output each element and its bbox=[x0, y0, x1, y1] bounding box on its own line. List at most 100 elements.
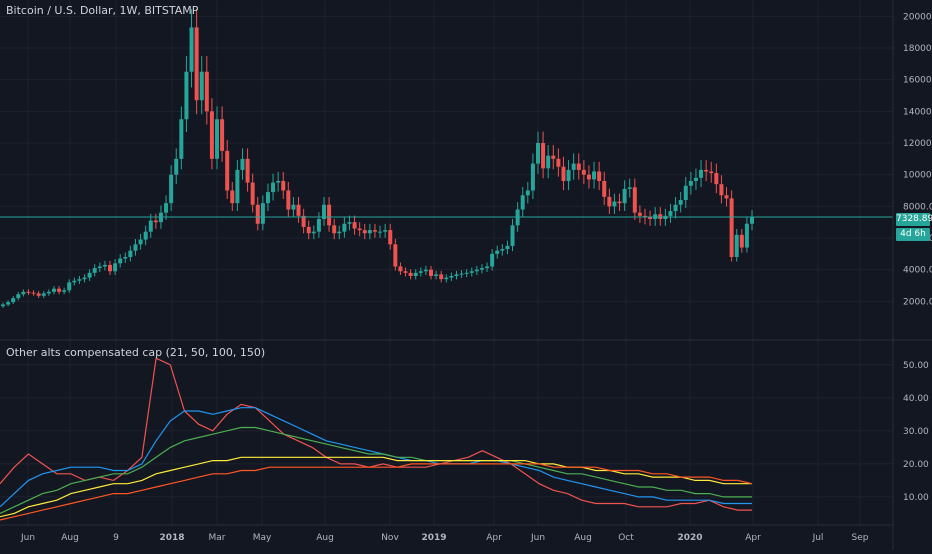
time-axis-label: Aug bbox=[574, 533, 592, 543]
time-axis-label: Aug bbox=[316, 533, 334, 543]
candle-body bbox=[271, 182, 276, 193]
candle-body bbox=[602, 181, 607, 197]
candle-body bbox=[108, 264, 112, 272]
candle-body bbox=[82, 277, 87, 280]
indicator-axis-label: 50.00 bbox=[903, 361, 929, 371]
candle-body bbox=[189, 27, 194, 72]
candle-body bbox=[164, 203, 169, 213]
candle-body bbox=[383, 230, 388, 232]
candle-body bbox=[92, 268, 97, 273]
candle-body bbox=[668, 211, 673, 216]
candle-body bbox=[495, 250, 500, 254]
time-axis-label: Nov bbox=[381, 533, 399, 543]
price-axis-label: 16000.00 bbox=[903, 76, 932, 86]
candle-body bbox=[744, 223, 749, 248]
candle-body bbox=[750, 216, 754, 224]
candle-body bbox=[546, 155, 551, 169]
candle-body bbox=[637, 212, 642, 216]
candle-body bbox=[474, 269, 479, 272]
candle-body bbox=[454, 274, 459, 276]
candle-body bbox=[342, 223, 347, 232]
candle-body bbox=[581, 169, 586, 175]
candle-body bbox=[347, 222, 352, 224]
candle-body bbox=[490, 253, 495, 267]
price-axis-label: 18000.00 bbox=[903, 44, 932, 54]
candle-body bbox=[709, 171, 714, 174]
candle-body bbox=[678, 200, 683, 205]
candle-body bbox=[169, 174, 174, 204]
price-axis-label: 10000.00 bbox=[903, 171, 932, 181]
candle-body bbox=[128, 250, 133, 257]
symbol-title[interactable]: Bitcoin / U.S. Dollar, 1W, BITSTAMP bbox=[6, 4, 199, 17]
candle-body bbox=[87, 272, 92, 278]
candle-body bbox=[607, 196, 612, 207]
candle-body bbox=[306, 226, 311, 234]
candle-body bbox=[724, 195, 729, 199]
candle-body bbox=[194, 27, 199, 101]
candle-body bbox=[153, 220, 158, 223]
candle-body bbox=[276, 181, 281, 183]
candle-body bbox=[413, 272, 418, 276]
candle-body bbox=[57, 288, 62, 292]
candle-body bbox=[627, 187, 632, 189]
candle-body bbox=[1, 304, 5, 307]
candle-body bbox=[327, 204, 332, 226]
candle-body bbox=[648, 217, 653, 219]
time-axis-label: Apr bbox=[745, 533, 761, 543]
candle-body bbox=[77, 279, 82, 281]
candle-body bbox=[418, 271, 423, 273]
candle-body bbox=[571, 163, 576, 170]
candle-body bbox=[316, 219, 321, 232]
candle-body bbox=[688, 181, 693, 186]
candle-body bbox=[505, 245, 510, 250]
time-axis-label: Jul bbox=[812, 533, 824, 543]
price-axis-label: 14000.00 bbox=[903, 107, 932, 117]
candle-body bbox=[403, 271, 408, 273]
candle-body bbox=[510, 225, 515, 246]
candle-body bbox=[551, 155, 556, 159]
candle-body bbox=[612, 201, 617, 207]
candle-body bbox=[622, 188, 627, 204]
candle-body bbox=[286, 190, 291, 210]
candle-body bbox=[209, 111, 214, 159]
grid-lines bbox=[0, 0, 893, 525]
candle-body bbox=[398, 266, 403, 272]
candle-body bbox=[6, 302, 11, 305]
candle-body bbox=[179, 119, 184, 159]
candle-body bbox=[699, 169, 704, 178]
indicator-axis-label: 40.00 bbox=[903, 394, 929, 404]
candle-body bbox=[429, 269, 433, 276]
candle-body bbox=[536, 143, 540, 164]
candle-body bbox=[311, 231, 316, 234]
candle-body bbox=[240, 158, 245, 170]
candle-body bbox=[556, 158, 561, 167]
price-candles bbox=[0, 9, 893, 308]
indicator-line-0 bbox=[0, 357, 752, 511]
candle-body bbox=[372, 230, 377, 232]
candle-body bbox=[97, 266, 102, 269]
candle-body bbox=[439, 274, 444, 280]
candle-body bbox=[541, 143, 546, 169]
candle-body bbox=[67, 282, 72, 291]
indicator-title[interactable]: Other alts compensated cap (21, 50, 100,… bbox=[6, 346, 266, 359]
time-axis-label: Mar bbox=[209, 533, 226, 543]
price-axis-label: 4000.00 bbox=[903, 266, 932, 276]
indicator-axis-label: 10.00 bbox=[903, 493, 929, 503]
candle-body bbox=[704, 169, 709, 172]
candle-body bbox=[449, 276, 454, 278]
candle-body bbox=[597, 171, 602, 181]
candle-body bbox=[31, 292, 36, 294]
candle-body bbox=[174, 158, 179, 175]
candle-body bbox=[245, 158, 250, 183]
candle-body bbox=[673, 204, 678, 212]
candle-body bbox=[352, 222, 357, 229]
candle-body bbox=[632, 187, 637, 213]
candle-body bbox=[16, 294, 21, 299]
price-axis-label: 8000.00 bbox=[903, 202, 932, 212]
candle-body bbox=[184, 71, 189, 120]
candle-body bbox=[525, 190, 530, 196]
time-axis-label: 2019 bbox=[421, 533, 446, 543]
candle-body bbox=[485, 266, 490, 269]
